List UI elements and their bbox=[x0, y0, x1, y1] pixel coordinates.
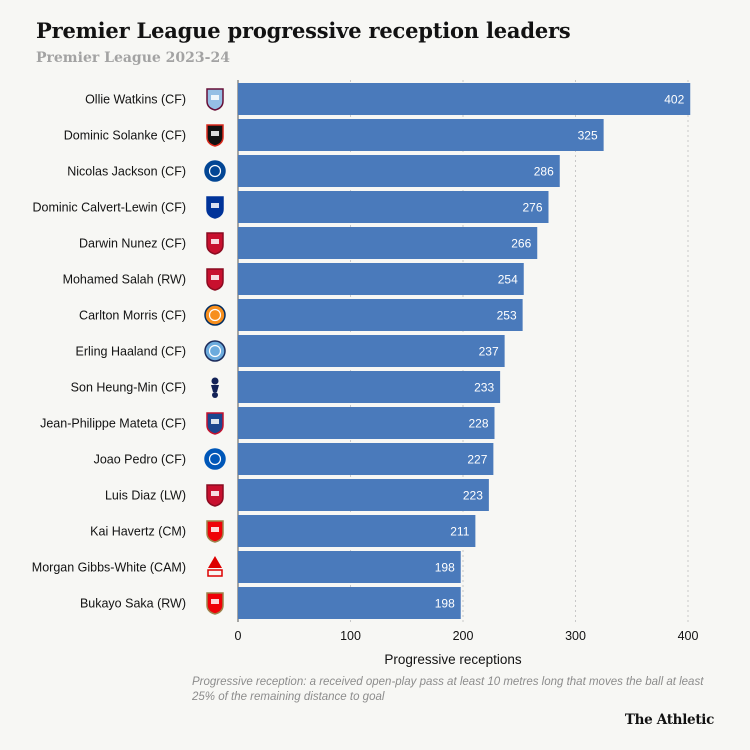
tottenham-crest-icon bbox=[211, 377, 219, 398]
chart-title: Premier League progressive reception lea… bbox=[36, 18, 571, 43]
x-tick-label: 300 bbox=[565, 629, 586, 643]
bar bbox=[238, 155, 560, 187]
man-city-crest-icon bbox=[204, 340, 226, 362]
x-tick-label: 400 bbox=[678, 629, 699, 643]
category-label: Mohamed Salah (RW) bbox=[63, 273, 186, 287]
luton-crest-icon bbox=[204, 304, 226, 326]
bar-value-label: 198 bbox=[435, 597, 455, 611]
category-label: Bukayo Saka (RW) bbox=[80, 597, 186, 611]
bar-value-label: 237 bbox=[479, 345, 499, 359]
bar-value-label: 223 bbox=[463, 489, 483, 503]
bar-value-label: 233 bbox=[474, 381, 494, 395]
x-axis-title: Progressive receptions bbox=[384, 652, 522, 667]
bournemouth-crest-icon bbox=[206, 124, 224, 147]
bar bbox=[238, 371, 501, 403]
bar-value-label: 402 bbox=[664, 93, 684, 107]
bar-value-label: 198 bbox=[435, 561, 455, 575]
brighton-crest-icon bbox=[204, 448, 226, 470]
bar-value-label: 266 bbox=[511, 237, 531, 251]
bar bbox=[238, 479, 489, 511]
bars: 402 325 286 276 266 254 253 237 233 228 227 223 211 1… bbox=[238, 83, 691, 619]
x-tick-label: 100 bbox=[340, 629, 361, 643]
category-label: Morgan Gibbs-White (CAM) bbox=[32, 561, 186, 575]
category-label: Son Heung-Min (CF) bbox=[71, 381, 186, 395]
bar bbox=[238, 227, 538, 259]
category-label: Luis Diaz (LW) bbox=[105, 489, 186, 503]
nottingham-forest-crest-icon bbox=[207, 556, 223, 577]
bar-value-label: 254 bbox=[498, 273, 518, 287]
x-axis-ticks: 0 100 200 300 400 bbox=[235, 629, 699, 643]
category-label: Nicolas Jackson (CF) bbox=[67, 165, 186, 179]
bar bbox=[238, 551, 461, 583]
bar bbox=[238, 515, 476, 547]
bar-value-label: 286 bbox=[534, 165, 554, 179]
category-label: Carlton Morris (CF) bbox=[79, 309, 186, 323]
bar-chart: 402 325 286 276 266 254 253 237 233 228 227 223 211 1… bbox=[32, 80, 699, 667]
bar bbox=[238, 299, 523, 331]
arsenal-crest-icon bbox=[206, 520, 224, 543]
aston-villa-crest-icon bbox=[206, 88, 224, 111]
bar bbox=[238, 587, 461, 619]
bar bbox=[238, 335, 505, 367]
bar bbox=[238, 443, 494, 475]
x-tick-label: 200 bbox=[453, 629, 474, 643]
footnote: Progressive reception: a received open-p… bbox=[192, 676, 704, 703]
category-label: Erling Haaland (CF) bbox=[76, 345, 186, 359]
category-label: Dominic Solanke (CF) bbox=[64, 129, 186, 143]
bar-value-label: 325 bbox=[578, 129, 598, 143]
club-badges bbox=[204, 88, 226, 615]
brand-logo: The Athletic bbox=[624, 712, 714, 728]
category-label: Kai Havertz (CM) bbox=[90, 525, 186, 539]
bar-value-label: 253 bbox=[497, 309, 517, 323]
bar bbox=[238, 119, 604, 151]
bar bbox=[238, 407, 495, 439]
bar bbox=[238, 83, 691, 115]
category-label: Dominic Calvert-Lewin (CF) bbox=[33, 201, 187, 215]
bar bbox=[238, 191, 549, 223]
category-label: Joao Pedro (CF) bbox=[94, 453, 186, 467]
chart-subtitle: Premier League 2023-24 bbox=[36, 50, 230, 66]
bar-value-label: 276 bbox=[522, 201, 542, 215]
category-labels: Ollie Watkins (CF) Dominic Solanke (CF) Ni… bbox=[32, 93, 186, 611]
arsenal-crest-icon bbox=[206, 592, 224, 615]
x-tick-label: 0 bbox=[235, 629, 242, 643]
liverpool-crest-icon bbox=[206, 268, 224, 291]
category-label: Darwin Nunez (CF) bbox=[79, 237, 186, 251]
bar-value-label: 227 bbox=[467, 453, 487, 467]
bar-value-label: 211 bbox=[450, 525, 469, 539]
bar bbox=[238, 263, 524, 295]
everton-crest-icon bbox=[206, 196, 224, 219]
crystal-palace-crest-icon bbox=[206, 412, 224, 435]
liverpool-crest-icon bbox=[206, 484, 224, 507]
liverpool-crest-icon bbox=[206, 232, 224, 255]
bar-value-label: 228 bbox=[468, 417, 488, 431]
category-label: Ollie Watkins (CF) bbox=[85, 93, 186, 107]
chelsea-crest-icon bbox=[204, 160, 226, 182]
category-label: Jean-Philippe Mateta (CF) bbox=[40, 417, 186, 431]
